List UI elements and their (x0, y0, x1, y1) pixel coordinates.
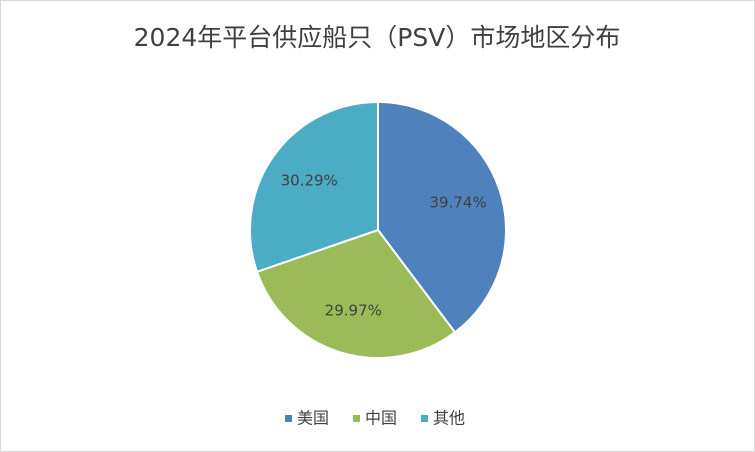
legend-label: 美国 (297, 409, 329, 428)
legend-swatch (285, 415, 292, 422)
data-label: 29.97% (325, 301, 382, 319)
data-label: 30.29% (281, 171, 338, 189)
pie-slice (377, 100, 507, 334)
legend-swatch (421, 415, 428, 422)
legend-label: 其他 (433, 409, 465, 428)
pie-slice (249, 100, 379, 274)
legend-swatch (353, 415, 360, 422)
legend-label: 中国 (365, 409, 397, 428)
data-label: 39.74% (430, 194, 487, 212)
pie-slice (255, 228, 457, 359)
chart-title: 2024年平台供应船只（PSV）市场地区分布 (134, 23, 621, 52)
